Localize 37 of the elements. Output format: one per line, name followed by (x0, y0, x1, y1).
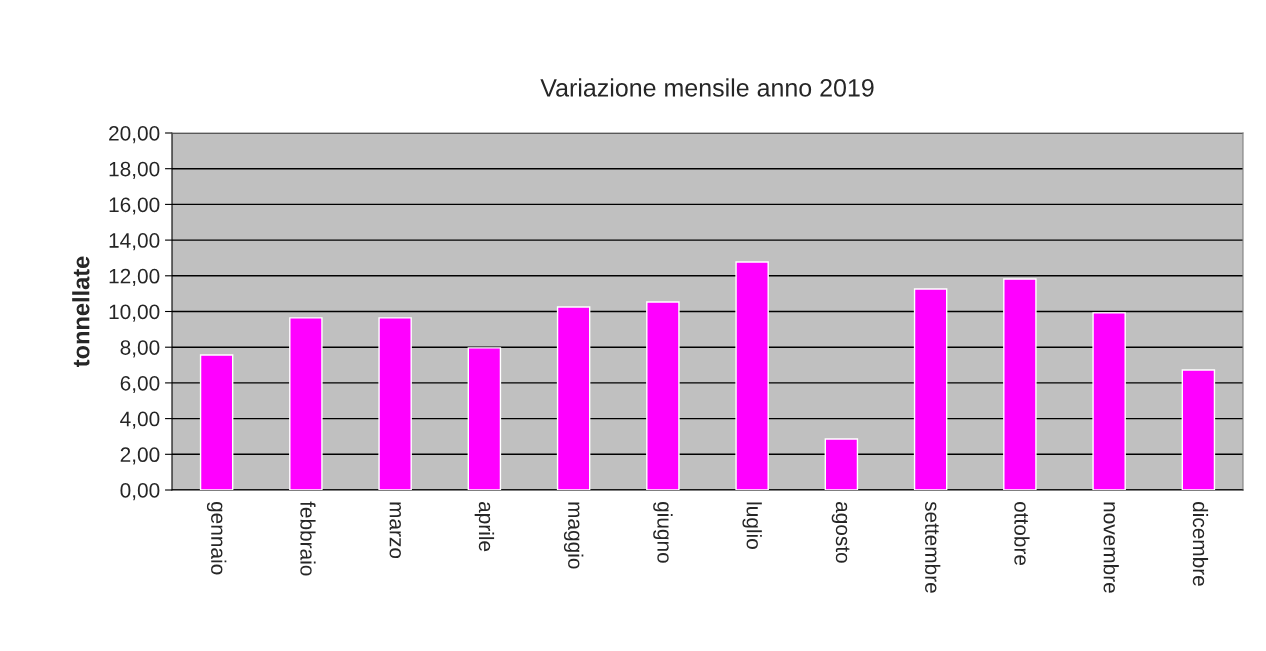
bar (289, 317, 323, 490)
x-tick-label: maggio (563, 502, 584, 569)
bar (378, 317, 412, 490)
bar (556, 306, 591, 490)
bar (1181, 369, 1216, 490)
y-tick-label: 6,00 (120, 375, 160, 394)
bar (913, 288, 948, 490)
y-tick-label: 10,00 (109, 304, 160, 322)
x-tick-label: novembre (1103, 502, 1119, 593)
x-tick-label: luglio (742, 502, 762, 549)
y-tick-label: 0,00 (120, 483, 160, 501)
y-tick-label: 2,00 (120, 447, 160, 465)
y-tick-label: 12,00 (109, 268, 160, 287)
bar (824, 438, 859, 490)
chart-title: Variazione mensile anno 2019 (540, 78, 874, 97)
y-tick-label: 18,00 (109, 161, 160, 179)
bar (735, 261, 769, 490)
x-tick-label: marzo (389, 502, 401, 559)
x-tick-label: agosto (831, 502, 850, 563)
bar (646, 301, 680, 490)
y-tick-label: 14,00 (109, 233, 160, 251)
bar (1003, 278, 1037, 490)
y-axis-title: tonnellate (72, 256, 90, 367)
x-tick-label: aprile (474, 502, 495, 552)
x-tick-label: gennaio (206, 501, 227, 575)
bar (467, 347, 502, 490)
x-tick-label: giugno (653, 501, 673, 563)
bar (199, 354, 234, 490)
y-tick-label: 16,00 (109, 197, 160, 215)
x-tick-label: dicembre (1192, 501, 1209, 586)
bar (1092, 312, 1126, 490)
x-tick-label: ottobre (1014, 501, 1030, 566)
x-tick-label: settembre (925, 501, 941, 593)
y-tick-label: 8,00 (120, 340, 160, 358)
y-tick-label: 4,00 (120, 411, 160, 429)
y-tick-label: 20,00 (109, 126, 160, 144)
x-tick-label: febbraio (300, 501, 316, 576)
